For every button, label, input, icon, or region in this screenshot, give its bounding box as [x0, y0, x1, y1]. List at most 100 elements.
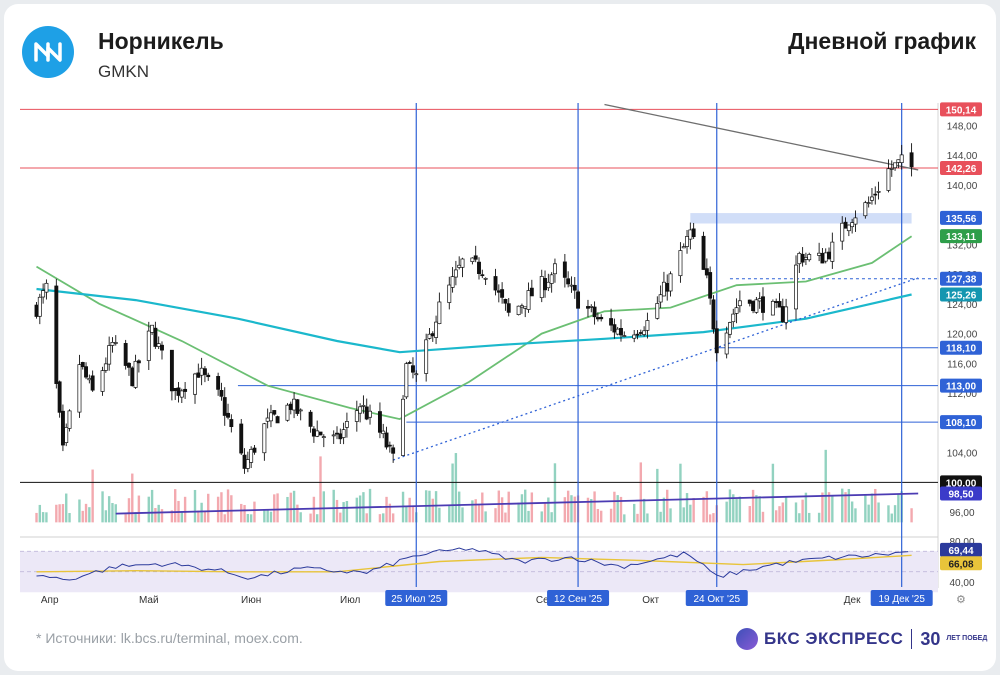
rsi-tag-bg: [940, 556, 982, 571]
candle-body: [470, 257, 475, 262]
price-tag-bg: [940, 340, 982, 355]
candle-body: [761, 296, 765, 313]
candle-body: [368, 410, 372, 418]
volume-bar: [738, 496, 742, 523]
volume-bar: [504, 512, 507, 523]
price-tag-label: 108,10: [946, 418, 977, 429]
volume-bar: [299, 512, 302, 523]
volume-bar: [666, 489, 669, 523]
candle-body: [457, 264, 462, 268]
volume-bar: [563, 497, 567, 523]
candle-body: [506, 303, 511, 313]
candle-body: [516, 305, 521, 315]
price-tick-label: 104,00: [947, 449, 978, 460]
candle-body: [909, 152, 914, 168]
volume-bar: [646, 513, 649, 523]
candle-body: [820, 252, 825, 264]
volume-bar: [457, 491, 461, 523]
volume-bar: [794, 502, 798, 523]
candle-body: [503, 299, 508, 304]
time-axis-label: Июл: [340, 595, 360, 606]
candle-body: [797, 253, 802, 265]
price-tag-bg: [940, 415, 982, 430]
volume-bar: [101, 491, 104, 523]
volume-bar: [216, 496, 220, 523]
candle-body: [876, 190, 881, 193]
time-axis-label: Июн: [241, 595, 261, 606]
candle-body: [37, 296, 42, 317]
price-tag: 135,56: [940, 210, 982, 225]
candle-body: [133, 360, 138, 388]
volume-bar: [127, 498, 131, 523]
candle-body: [817, 252, 822, 256]
volume-bar: [854, 508, 857, 523]
volume-bar: [174, 489, 177, 523]
volume-bar: [358, 495, 362, 523]
volume-bar: [616, 495, 619, 523]
volume-bar: [273, 494, 276, 523]
candle-body: [344, 421, 349, 428]
candle-body: [566, 278, 571, 285]
settings-icon[interactable]: ⚙: [956, 594, 966, 606]
candle-body: [90, 375, 95, 391]
volume-bar: [38, 504, 42, 523]
volume-bar: [180, 511, 184, 523]
candle-body: [840, 222, 845, 242]
candle-body: [870, 196, 874, 201]
candle-body: [500, 289, 505, 298]
price-tag: 133,11: [940, 229, 982, 244]
rsi-ma-line: [36, 554, 912, 573]
rsi-tag-label: 69,44: [948, 546, 973, 557]
candle-body: [886, 168, 891, 191]
date-tag: 25 Июл '25: [385, 590, 448, 606]
volume-bar: [619, 496, 623, 523]
volume-bar: [345, 500, 349, 523]
candle-body: [160, 344, 164, 351]
price-tick-label: 144,00: [947, 151, 978, 162]
trendline-down: [604, 103, 919, 171]
volume-bar: [296, 504, 299, 523]
candle-body: [708, 272, 713, 299]
time-axis-label: Апр: [41, 595, 59, 606]
volume-bar: [391, 513, 395, 523]
candle-body: [846, 224, 851, 232]
time-axis-label: Май: [139, 595, 159, 606]
date-tag-label: 12 Сен '25: [554, 594, 602, 605]
volume-bar: [157, 504, 160, 523]
candle-body: [288, 403, 293, 410]
candle-body: [229, 419, 234, 427]
volume-bar: [748, 506, 751, 523]
candle-body: [685, 236, 689, 247]
candle-body: [364, 406, 369, 420]
price-tick-label: 148,00: [947, 121, 978, 132]
volume-bar: [220, 492, 223, 523]
volume-bar: [708, 514, 712, 523]
volume-bar: [530, 492, 534, 523]
candle-body: [850, 222, 855, 228]
candle-body: [110, 342, 115, 346]
rsi-tick-label: 40,00: [949, 578, 974, 589]
candle-body: [893, 162, 898, 169]
volume-bar: [679, 463, 682, 523]
price-tag-label: 150,14: [946, 105, 977, 116]
price-tag: 142,26: [940, 161, 982, 176]
candle-body: [728, 322, 732, 335]
time-axis-label: Сен: [536, 595, 554, 606]
volume-bar: [292, 490, 296, 523]
candle-body: [216, 376, 221, 390]
volume-bar: [636, 513, 639, 523]
volume-bar: [877, 502, 880, 523]
volume-bar: [755, 495, 758, 523]
candle-body: [384, 432, 389, 448]
candle-body: [757, 298, 762, 302]
volume-bar: [570, 495, 573, 523]
volume-bar: [590, 499, 593, 523]
candle-body: [543, 278, 547, 291]
volume-bar: [685, 493, 689, 523]
candle-body: [622, 335, 627, 337]
candle-body: [434, 321, 439, 338]
volume-bar: [365, 513, 368, 523]
volume-bar: [243, 504, 246, 523]
candle-body: [731, 313, 736, 323]
candle-body: [619, 327, 623, 336]
